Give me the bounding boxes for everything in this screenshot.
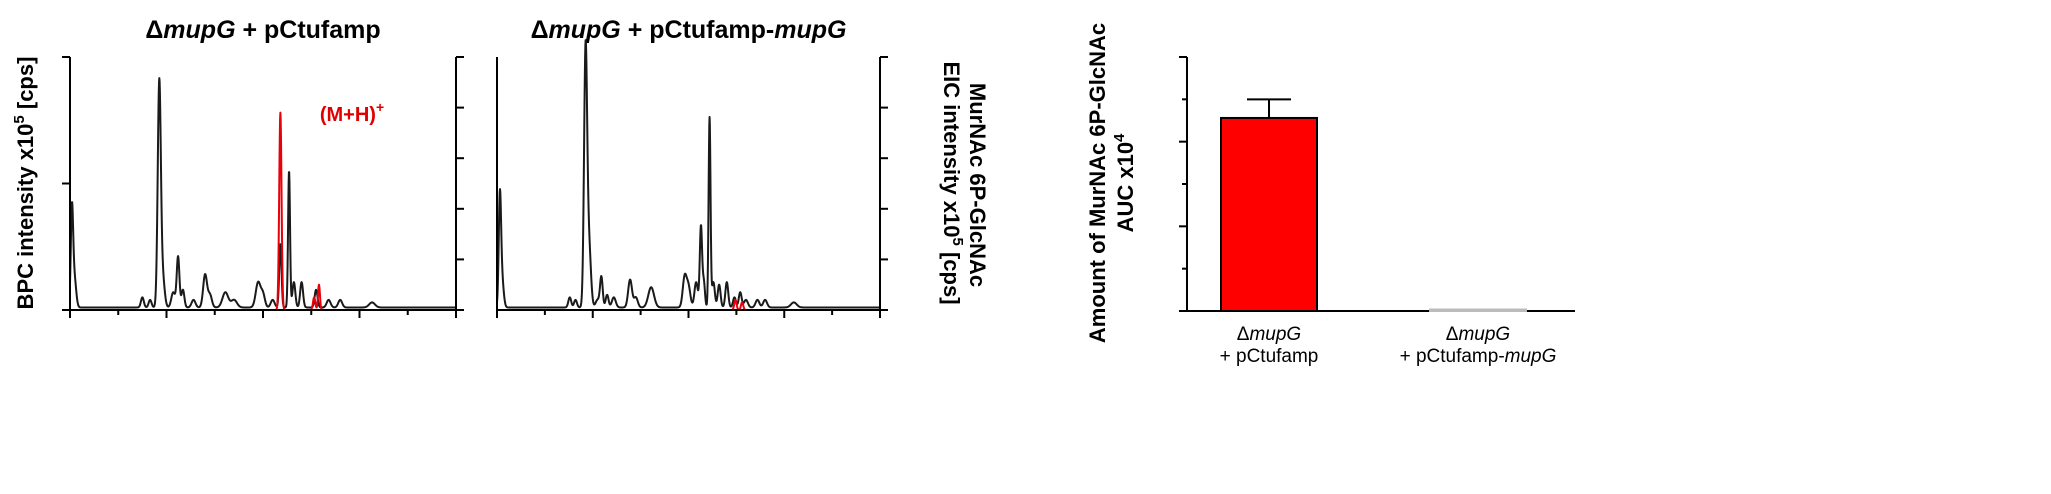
category-label-line2: + pCtufamp-mupG — [1400, 346, 1557, 367]
y2-axis-label: EIC intensity x105 [cps] — [939, 61, 966, 304]
text-part: + pCtufamp — [236, 16, 381, 44]
text-part: [cps] — [13, 57, 38, 116]
text-part: + pCtufamp- — [1400, 346, 1505, 367]
bpc-trace — [496, 39, 881, 309]
text-part: [cps] — [939, 246, 964, 305]
text-part: mupG — [1458, 324, 1510, 345]
text-part: Δ — [1237, 324, 1250, 345]
text-part: mupG — [549, 16, 621, 44]
y-axis-label-line2: AUC x104 — [1111, 133, 1138, 232]
category-label-line1: ΔmupG — [1237, 324, 1301, 345]
text-part: + pCtufamp- — [621, 16, 774, 44]
peak-annotation-ion: (M+H)+ — [320, 99, 384, 126]
text-part: 5 — [949, 238, 966, 246]
text-part: Δ — [1446, 324, 1459, 345]
eic-trace — [496, 298, 881, 311]
chart-title: ΔmupG + pCtufamp-mupG — [531, 16, 847, 44]
text-part: + pCtufamp — [1220, 346, 1319, 367]
text-part: AUC x10 — [1113, 142, 1138, 232]
text-part: 5 — [11, 115, 28, 123]
text-part: Δ — [145, 16, 163, 44]
eic-trace — [69, 111, 457, 311]
chromatogram-panel-right: ΔmupG + pCtufamp-mupG MurNAc 6P-GlcNAcEIC… — [496, 16, 990, 318]
y-axis-label-line1: Amount of MurNAc 6P-GlcNAc — [1085, 23, 1110, 343]
bar — [1429, 308, 1527, 312]
text-part: (M+H) — [320, 104, 376, 126]
chromatogram-panel-left: ΔmupG + pCtufamp BPC intensity x105 [cps]… — [11, 16, 464, 318]
y2-axis-label-red: MurNAc 6P-GlcNAc — [965, 83, 990, 287]
y-axis-label: BPC intensity x105 [cps] — [11, 57, 38, 310]
text-part: mupG — [163, 16, 235, 44]
bar — [1220, 116, 1318, 312]
text-part: Δ — [531, 16, 549, 44]
text-part: mupG — [1505, 346, 1557, 367]
text-part: + — [376, 99, 384, 115]
text-part: BPC intensity x10 — [13, 124, 38, 310]
category-label-line1: ΔmupG — [1446, 324, 1510, 345]
chart-title: ΔmupG + pCtufamp — [145, 16, 380, 44]
text-part: mupG — [774, 16, 846, 44]
text-part: 4 — [1111, 133, 1128, 142]
text-part: mupG — [1249, 324, 1301, 345]
bpc-trace — [69, 77, 457, 309]
text-part: EIC intensity x10 — [939, 61, 964, 237]
category-label-line2: + pCtufamp — [1220, 346, 1319, 367]
